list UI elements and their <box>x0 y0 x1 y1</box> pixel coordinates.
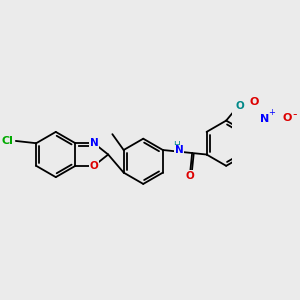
Text: O: O <box>282 113 292 123</box>
Text: Cl: Cl <box>2 136 14 146</box>
Text: -: - <box>292 108 297 122</box>
Text: H: H <box>173 141 179 150</box>
Text: N: N <box>90 138 98 148</box>
Text: N: N <box>175 146 184 155</box>
Text: O: O <box>236 101 244 111</box>
Text: O: O <box>250 98 259 107</box>
Text: O: O <box>90 161 98 171</box>
Text: +: + <box>268 108 275 117</box>
Text: O: O <box>186 171 194 181</box>
Text: N: N <box>260 114 269 124</box>
